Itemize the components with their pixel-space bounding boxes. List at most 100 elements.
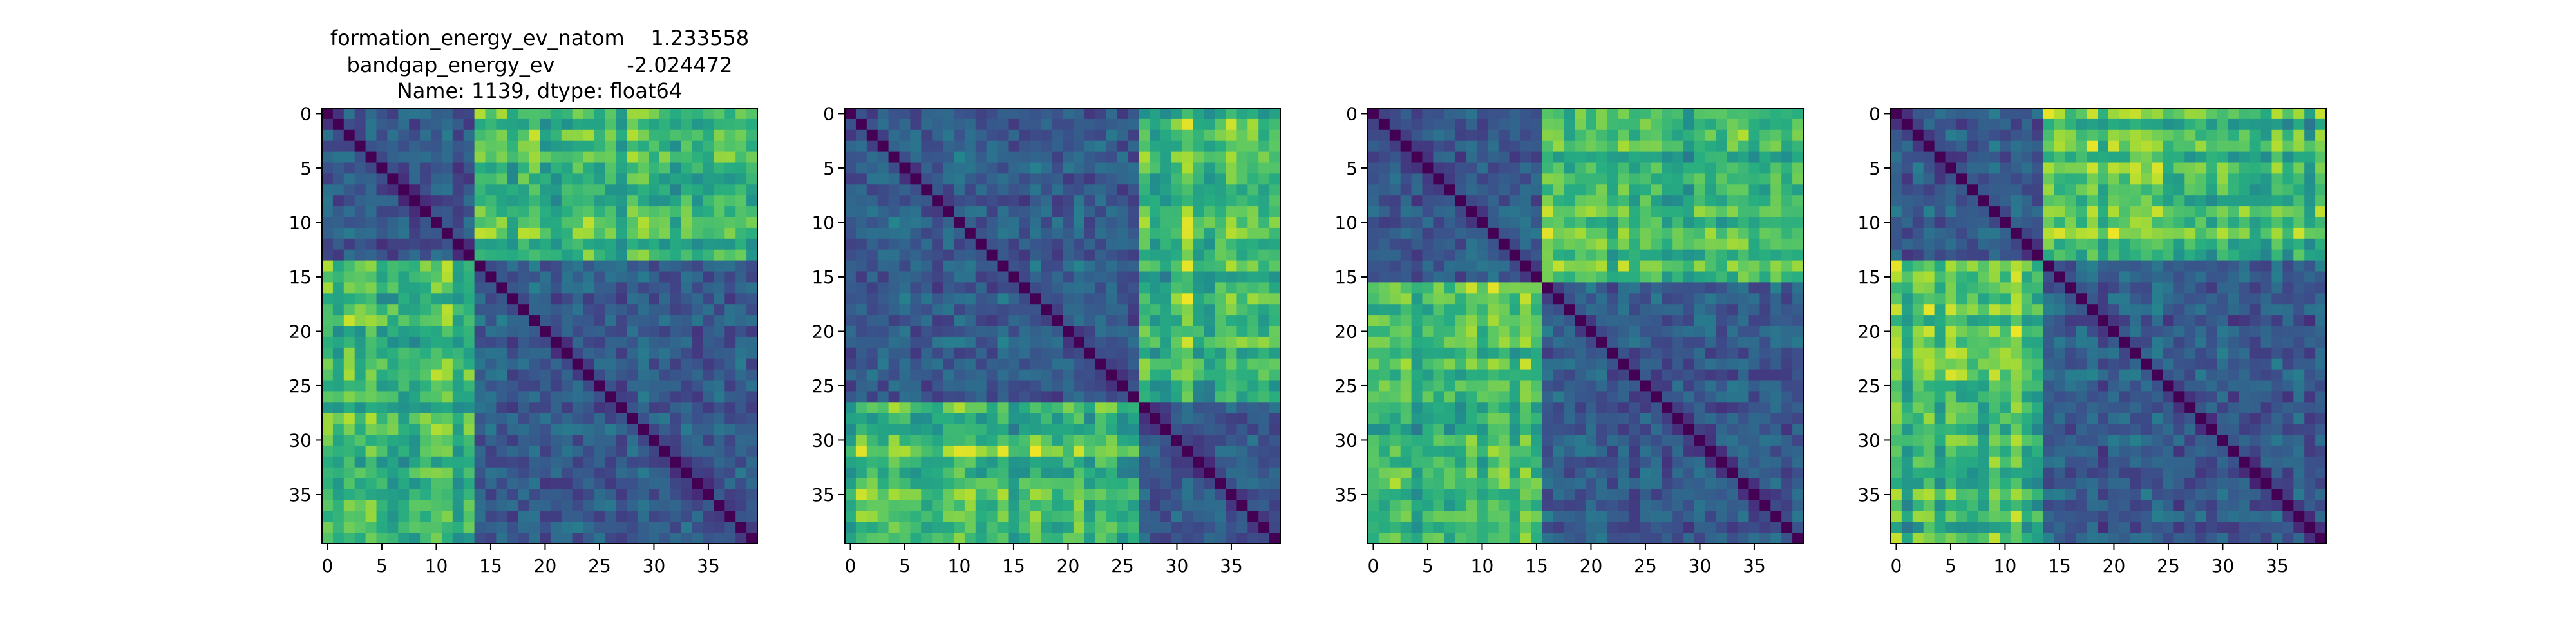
heatmap-cell [441,489,453,500]
heatmap-cell [899,435,911,446]
heatmap-cell [1662,271,1673,283]
heatmap-cell [409,315,421,327]
heatmap-cell [1269,478,1281,490]
heatmap-cell [441,445,453,457]
heatmap-cell [1247,435,1259,446]
heatmap-cell [1651,227,1662,240]
heatmap-cell [888,173,900,185]
heatmap-cell [431,271,442,283]
heatmap-cell [1247,227,1259,240]
heatmap-cell [463,118,475,131]
heatmap-cell [1193,424,1205,435]
heatmap-cell [398,151,410,164]
heatmap-cell [1236,173,1248,185]
heatmap-cell [910,391,922,402]
heatmap-cell [1008,304,1019,316]
heatmap-cell [1770,489,1782,500]
heatmap-cell [1182,347,1194,359]
heatmap-cell [1444,326,1455,337]
heatmap-cell [1727,467,1739,479]
heatmap-cell [1106,151,1118,164]
heatmap-cell [1052,151,1063,164]
heatmap-cell [561,195,573,207]
heatmap-cell [1160,173,1172,185]
heatmap-cell [354,282,366,294]
heatmap-cell [1008,293,1019,305]
heatmap-cell [1781,489,1793,500]
heatmap-cell [714,478,725,490]
heatmap-cell [845,511,857,522]
heatmap-cell [1215,260,1227,272]
heatmap-cell [1694,500,1706,511]
heatmap-cell [1160,380,1172,392]
heatmap-cell [332,238,345,251]
heatmap-cell [387,424,399,435]
heatmap-cell [1640,195,1651,207]
heatmap-cell [441,282,453,294]
heatmap-cell [1128,380,1139,392]
heatmap-cell [1498,227,1510,240]
heatmap-cell [1564,456,1575,468]
heatmap-cell [1095,282,1107,294]
heatmap-cell [1672,369,1684,381]
heatmap-cell [1520,206,1532,218]
heatmap-cell [746,424,758,435]
heatmap-cell [561,533,573,544]
heatmap-cell [1727,456,1739,468]
heatmap-cell [1770,195,1782,207]
heatmap-cell [1378,282,1390,294]
heatmap-cell [1030,511,1041,522]
heatmap-cell [529,151,540,164]
heatmap-cell [616,217,627,229]
heatmap-cell [1041,195,1052,207]
heatmap-cell [1575,413,1586,424]
heatmap-cell [1226,118,1237,131]
heatmap-cell [1378,162,1390,174]
heatmap-cell [1694,238,1706,251]
y-tick-label: 0 [823,103,835,124]
heatmap-cell [1575,118,1586,131]
heatmap-cell [441,227,453,240]
heatmap-cell [1520,511,1532,522]
heatmap-cell [1389,293,1401,305]
heatmap-cell [518,380,529,392]
heatmap-cell [387,195,399,207]
heatmap-cell [507,347,518,359]
heatmap-cell [583,173,595,185]
heatmap-cell [866,249,878,261]
heatmap-cell [1727,118,1739,131]
heatmap-cell [1586,358,1597,370]
heatmap-cell [855,445,867,457]
heatmap-cell [1705,380,1717,392]
heatmap-cell [616,238,627,251]
heatmap-cell [714,249,725,261]
heatmap-cell [692,129,704,142]
heatmap-cell [1236,445,1248,457]
heatmap-cell [1150,108,1161,120]
heatmap-cell [1215,227,1227,240]
heatmap-cell [735,413,747,424]
heatmap-cell [1759,336,1771,348]
heatmap-cell [1019,369,1030,381]
heatmap-cell [1770,249,1782,261]
heatmap-cell [638,118,649,131]
heatmap-cell [1084,162,1096,174]
heatmap-cell [1095,489,1107,500]
heatmap-cell [540,391,551,402]
heatmap-cell [1128,336,1139,348]
heatmap-cell [354,108,366,120]
heatmap-cell [1215,336,1227,348]
heatmap-cell [409,326,421,337]
heatmap-cell [420,282,431,294]
heatmap-cell [1781,380,1793,392]
heatmap-cell [572,380,584,392]
heatmap-cell [594,511,605,522]
heatmap-cell [1596,326,1608,337]
heatmap-cell [1770,500,1782,511]
heatmap-cell [1150,326,1161,337]
heatmap-cell [2010,108,2022,120]
heatmap-cell [441,511,453,522]
heatmap-cell [1748,456,1760,468]
heatmap-cell [986,511,998,522]
heatmap-cell [1444,271,1455,283]
